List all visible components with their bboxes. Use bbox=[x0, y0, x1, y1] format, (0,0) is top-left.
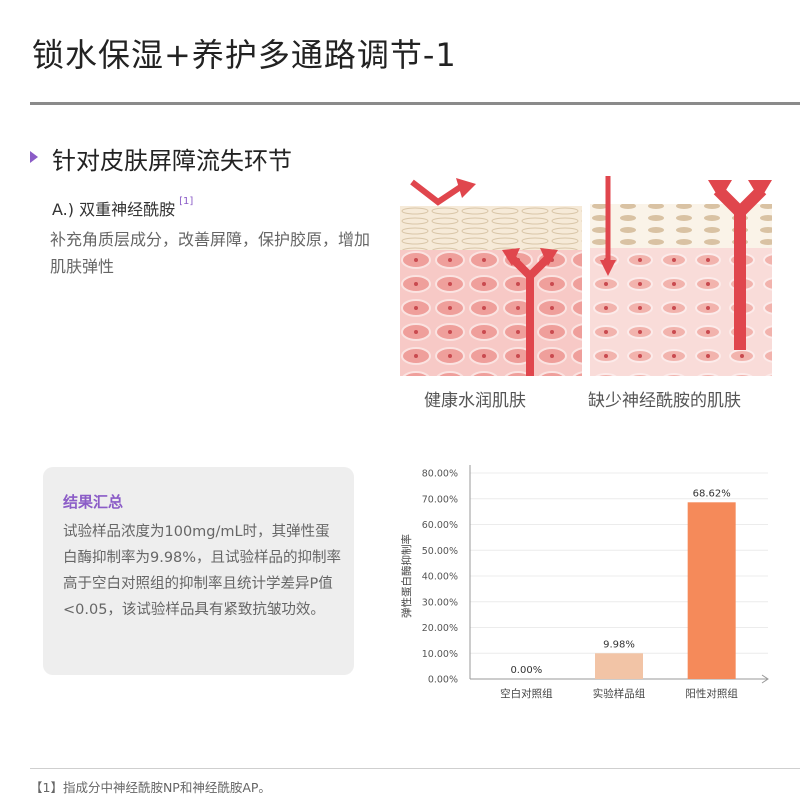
y-tick-label: 0.00% bbox=[428, 675, 458, 686]
sub-heading-text: A.) 双重神经酰胺 bbox=[52, 200, 176, 219]
bar-value-label: 9.98% bbox=[603, 639, 635, 650]
y-tick-label: 80.00% bbox=[422, 469, 458, 480]
bar bbox=[687, 502, 736, 679]
section-description: 补充角质层成分，改善屏障，保护胶原，增加肌肤弹性 bbox=[50, 230, 371, 276]
chart-svg: 0.00% 10.00% 20.00% 30.00% 40.00% 50.00% 60.00… bbox=[400, 465, 769, 700]
results-summary-card: 结果汇总 试验样品浓度为100mg/mL时，其弹性蛋白酶抑制率为9.98%，且试… bbox=[43, 467, 354, 675]
deficient-skin-caption: 缺少神经酰胺的肌肤 bbox=[588, 391, 741, 411]
title-divider bbox=[30, 102, 800, 105]
section-heading: 针对皮肤屏障流失环节 bbox=[52, 147, 292, 175]
x-tick-label: 空白对照组 bbox=[500, 687, 553, 700]
inhibition-rate-chart: 0.00% 10.00% 20.00% 30.00% 40.00% 50.00% 60.00… bbox=[390, 455, 790, 715]
y-tick-label: 70.00% bbox=[422, 494, 458, 505]
summary-title: 结果汇总 bbox=[63, 493, 124, 511]
x-tick-label: 阳性对照组 bbox=[685, 687, 738, 700]
healthy-skin-illustration bbox=[400, 176, 582, 376]
reference-marker: [1] bbox=[179, 196, 194, 207]
y-tick-label: 50.00% bbox=[422, 546, 458, 557]
sub-heading: A.) 双重神经酰胺 [1] bbox=[52, 196, 193, 220]
page-title: 锁水保湿+养护多通路调节-1 bbox=[32, 36, 457, 74]
y-tick-label: 10.00% bbox=[422, 649, 458, 660]
bar-value-label: 0.00% bbox=[510, 665, 542, 676]
footnote-divider bbox=[30, 768, 800, 769]
x-tick-label: 实验样品组 bbox=[593, 687, 646, 700]
ceramide-deficient-skin-illustration bbox=[590, 176, 772, 376]
triangle-bullet-icon bbox=[30, 151, 38, 163]
footnote: 【1】指成分中神经酰胺NP和神经酰胺AP。 bbox=[30, 780, 271, 795]
y-tick-label: 40.00% bbox=[422, 572, 458, 583]
x-axis-arrow-icon bbox=[761, 674, 769, 684]
summary-body: 试验样品浓度为100mg/mL时，其弹性蛋白酶抑制率为9.98%，且试验样品的抑… bbox=[63, 524, 342, 618]
y-tick-label: 60.00% bbox=[422, 520, 458, 531]
y-tick-label: 20.00% bbox=[422, 623, 458, 634]
y-tick-label: 30.00% bbox=[422, 597, 458, 608]
bar-value-label: 68.62% bbox=[693, 488, 731, 499]
bar bbox=[595, 653, 643, 679]
healthy-skin-caption: 健康水润肌肤 bbox=[424, 391, 526, 411]
y-axis-label: 弹性蛋白酶抑制率 bbox=[400, 534, 413, 618]
